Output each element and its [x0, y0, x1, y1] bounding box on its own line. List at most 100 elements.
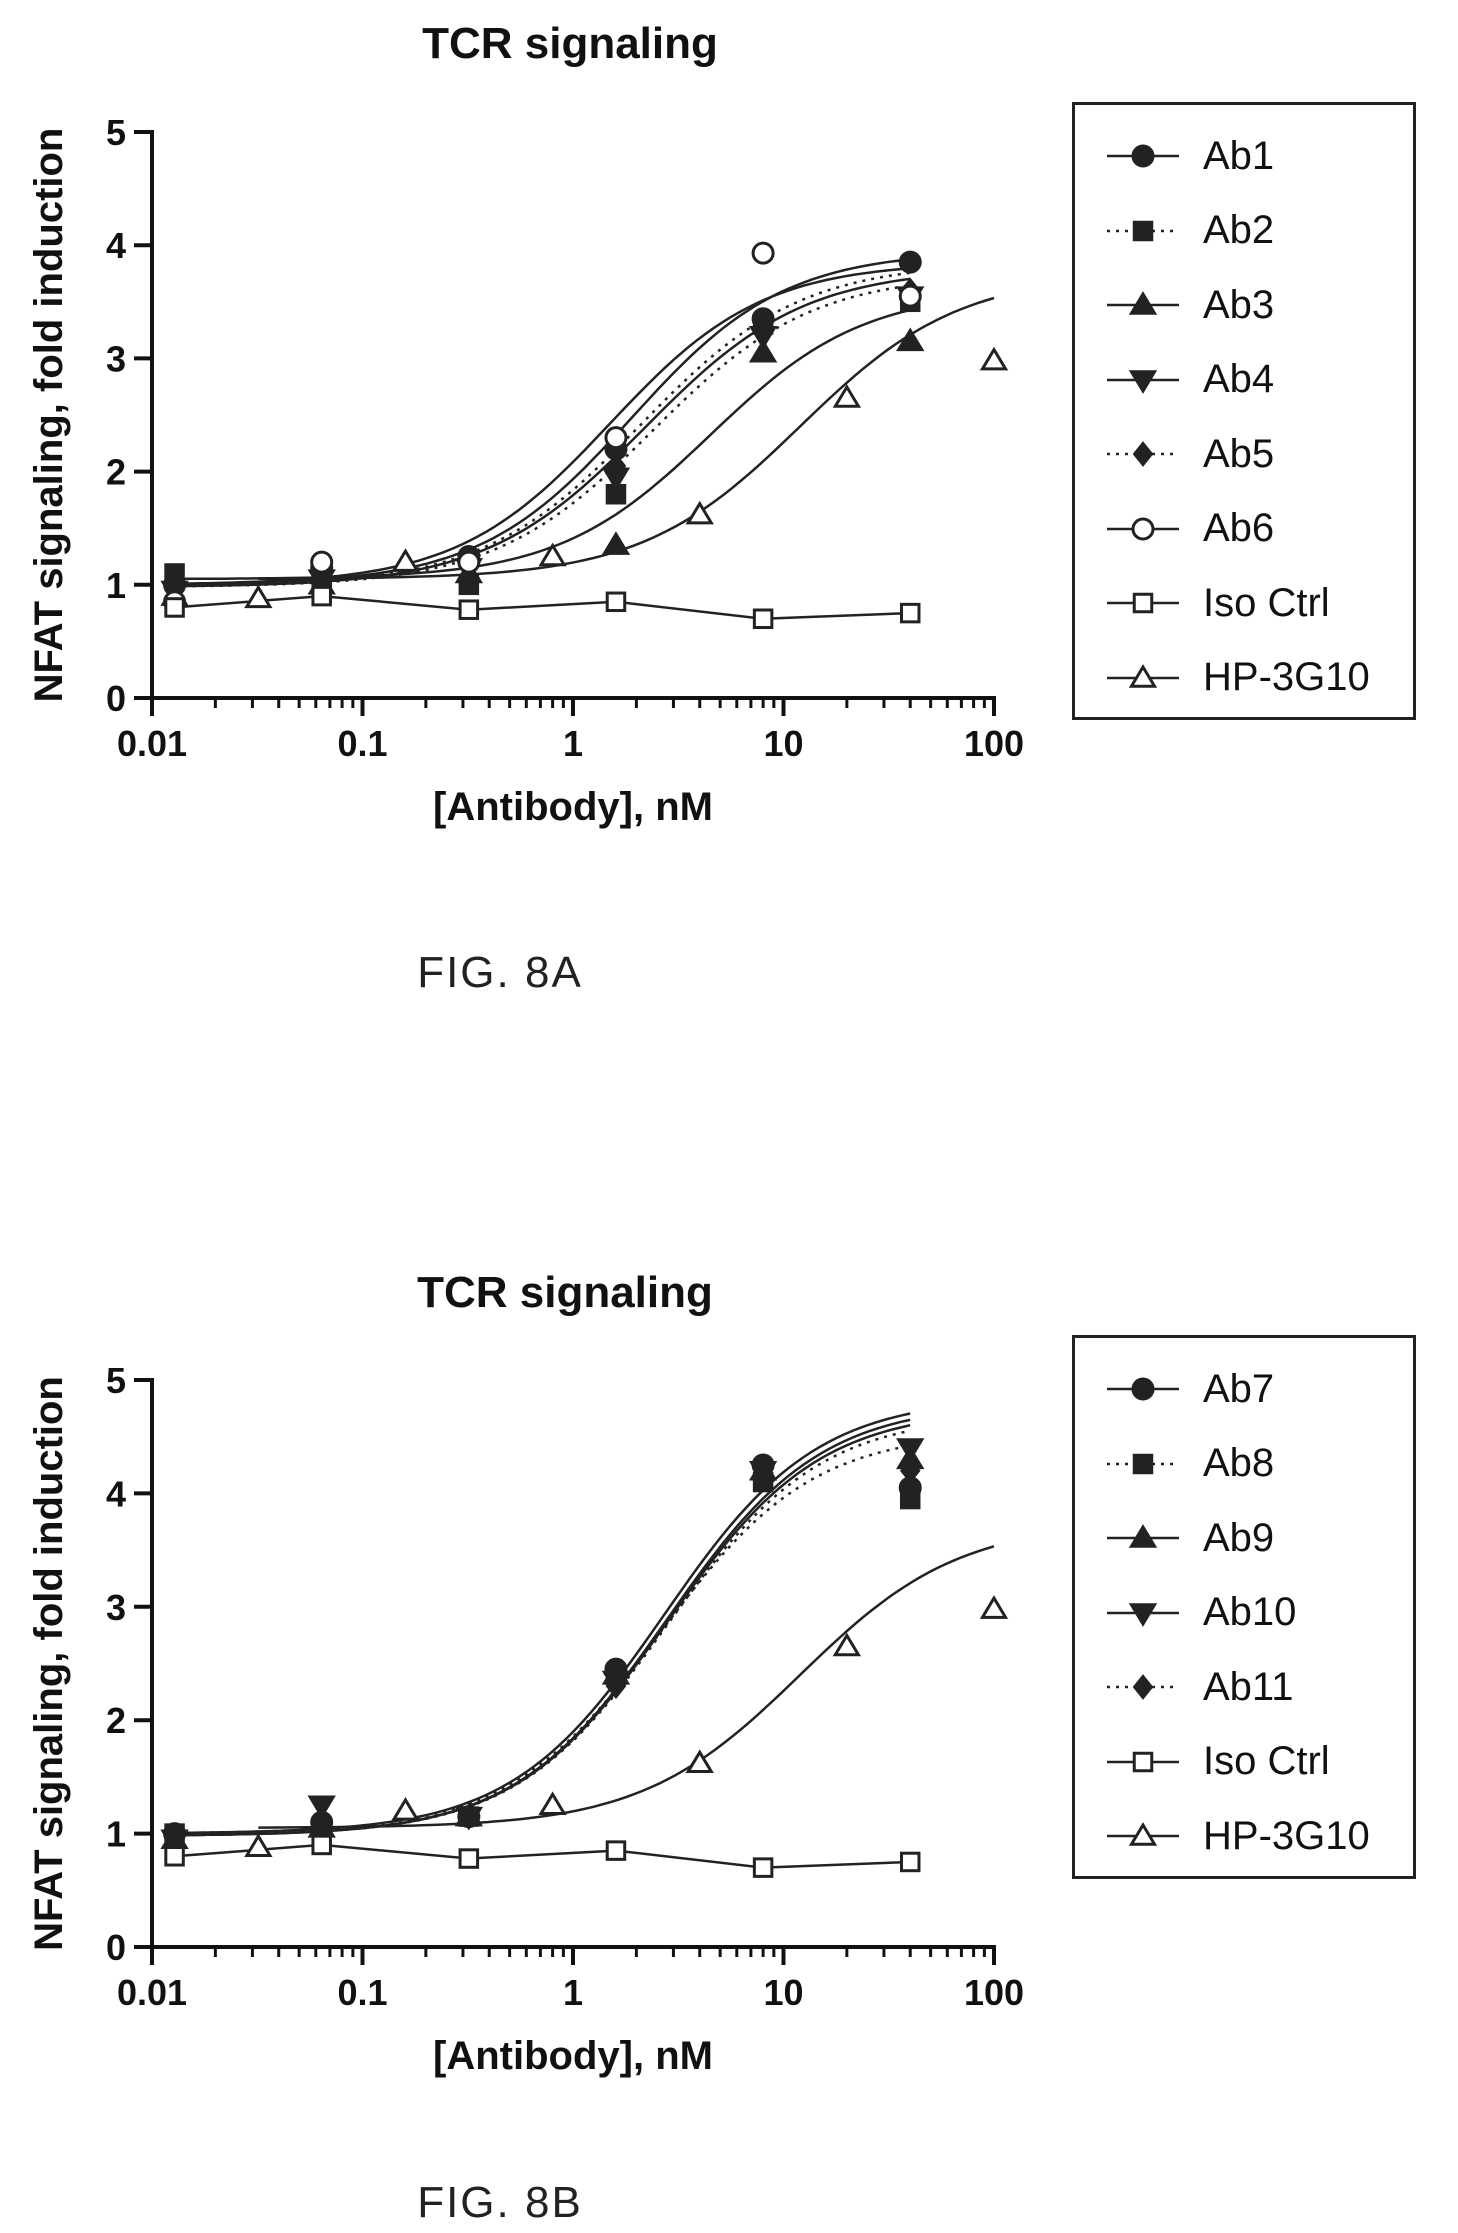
legend-marker [1132, 441, 1154, 468]
legend-item: Iso Ctrl [1075, 566, 1413, 641]
legend-item: Ab9 [1075, 1501, 1413, 1576]
series-ab10 [160, 1438, 925, 1854]
data-point-ab6 [604, 426, 628, 450]
legend-label: Ab10 [1203, 1590, 1297, 1635]
series-ab5 [164, 277, 921, 604]
data-point-ab8 [899, 1488, 921, 1510]
legend-marker [1128, 1603, 1158, 1627]
fit-curve-ab11 [174, 1429, 911, 1837]
y-axis-label: NFAT signaling, fold induction [27, 1376, 71, 1951]
x-tick-label: 1 [563, 723, 583, 764]
data-point-iso-ctrl [752, 608, 774, 630]
series-hp-3g10 [244, 1595, 1009, 1857]
legend-marker [1128, 370, 1158, 394]
legend-symbol [1107, 144, 1179, 168]
data-point-ab6 [751, 241, 775, 265]
y-tick-label: 4 [106, 1473, 126, 1514]
y-tick-label: 1 [106, 1814, 126, 1855]
chart-axes: 0 1 2 3 4 5 0.01 0.1 1 10 100 [106, 1360, 1024, 2013]
data-point-hp-3g10 [979, 1595, 1009, 1619]
fit-curve-ab7 [174, 1412, 911, 1835]
legend-label: Ab1 [1203, 133, 1275, 178]
figure-caption: FIG. 8A [417, 948, 583, 997]
data-point-iso-ctrl [752, 1857, 774, 1878]
legend-marker [1132, 593, 1154, 614]
legend-label: Ab11 [1203, 1664, 1294, 1709]
x-axis-label: [Antibody], nM [433, 2034, 713, 2078]
fit-curves [174, 1412, 995, 1869]
data-point-ab6 [310, 550, 334, 574]
data-point-ab6 [898, 284, 922, 308]
legend-item: HP-3G10 [1075, 641, 1413, 716]
data-point-iso-ctrl [605, 591, 627, 613]
y-tick-label: 4 [106, 225, 126, 266]
fit-curve-hp-3g10 [258, 1545, 995, 1829]
legend-symbol [1107, 517, 1179, 541]
legend-label: Ab2 [1203, 208, 1275, 253]
legend-label: Ab3 [1203, 282, 1275, 327]
legend-marker [1132, 220, 1154, 241]
legend-label: Iso Ctrl [1203, 580, 1330, 625]
data-point-hp-3g10 [538, 1791, 567, 1815]
series-ab11 [164, 1457, 921, 1853]
legend-item: Ab6 [1075, 492, 1413, 567]
x-tick-label: 100 [964, 1972, 1024, 2013]
legend-marker [1128, 1822, 1158, 1846]
data-point-hp-3g10 [538, 542, 567, 567]
data-point-iso-ctrl [311, 585, 332, 607]
data-point-hp-3g10 [832, 1632, 862, 1657]
legend-marker [1131, 517, 1155, 541]
y-tick-label: 5 [106, 112, 126, 153]
data-point-hp-3g10 [244, 584, 273, 609]
data-point-hp-3g10 [685, 500, 714, 525]
legend-item: Ab11 [1075, 1650, 1413, 1725]
data-point-hp-3g10 [979, 346, 1009, 371]
x-axis-label: [Antibody], nM [433, 785, 713, 829]
data-point-iso-ctrl [899, 602, 921, 624]
legend-marker [1128, 1524, 1158, 1548]
x-tick-label: 0.01 [117, 723, 187, 764]
figure-caption: FIG. 8B [417, 2178, 583, 2227]
legend-marker [1131, 144, 1155, 168]
data-point-ab11 [605, 1673, 627, 1700]
chart-legend: Ab1 Ab2 Ab3 Ab4 Ab5 Ab6 Iso Ctrl HP-3G10 [1072, 102, 1416, 720]
data-point-ab6 [457, 550, 481, 574]
legend-symbol [1107, 441, 1179, 468]
legend-label: Ab4 [1203, 357, 1275, 402]
legend-symbol [1107, 663, 1179, 688]
legend-label: Ab6 [1203, 506, 1275, 551]
legend-item: HP-3G10 [1075, 1799, 1413, 1874]
chart-legend: Ab7 Ab8 Ab9 Ab10 Ab11 Iso Ctrl HP-3G10 [1072, 1335, 1416, 1879]
legend-symbol [1107, 1751, 1179, 1772]
y-axis-label: NFAT signaling, fold induction [27, 128, 71, 703]
legend-item: Ab1 [1075, 119, 1413, 194]
fit-curve-hp-3g10 [258, 296, 995, 581]
chart-axes: 0 1 2 3 4 5 0.01 0.1 1 10 100 [106, 112, 1024, 764]
series-ab2 [164, 291, 921, 596]
series-iso-ctrl [164, 1834, 921, 1878]
legend-item: Ab2 [1075, 194, 1413, 269]
fit-curves [174, 258, 995, 621]
chart-title: TCR signaling [417, 1268, 713, 1317]
legend-label: HP-3G10 [1203, 655, 1370, 700]
legend-marker [1132, 1453, 1154, 1474]
y-tick-label: 1 [106, 565, 126, 606]
legend-symbol [1107, 1674, 1179, 1701]
legend-symbol [1107, 1822, 1179, 1846]
legend-item: Ab3 [1075, 268, 1413, 343]
legend-marker [1132, 1751, 1154, 1772]
data-point-ab11 [458, 1803, 480, 1830]
data-point-ab3 [748, 338, 778, 363]
data-point-ab5 [605, 453, 627, 479]
series-ab4 [160, 286, 925, 605]
x-tick-label: 10 [763, 1972, 803, 2013]
data-point-ab10 [896, 1438, 925, 1462]
fit-curve-ab4 [174, 277, 911, 588]
line-iso-ctrl [174, 1843, 911, 1869]
data-point-ab3 [601, 531, 631, 555]
series-iso-ctrl [164, 585, 921, 630]
data-point-iso-ctrl [164, 1846, 185, 1867]
x-tick-label: 0.01 [117, 1972, 187, 2013]
legend-marker [1128, 291, 1158, 315]
legend-label: Ab8 [1203, 1441, 1275, 1486]
